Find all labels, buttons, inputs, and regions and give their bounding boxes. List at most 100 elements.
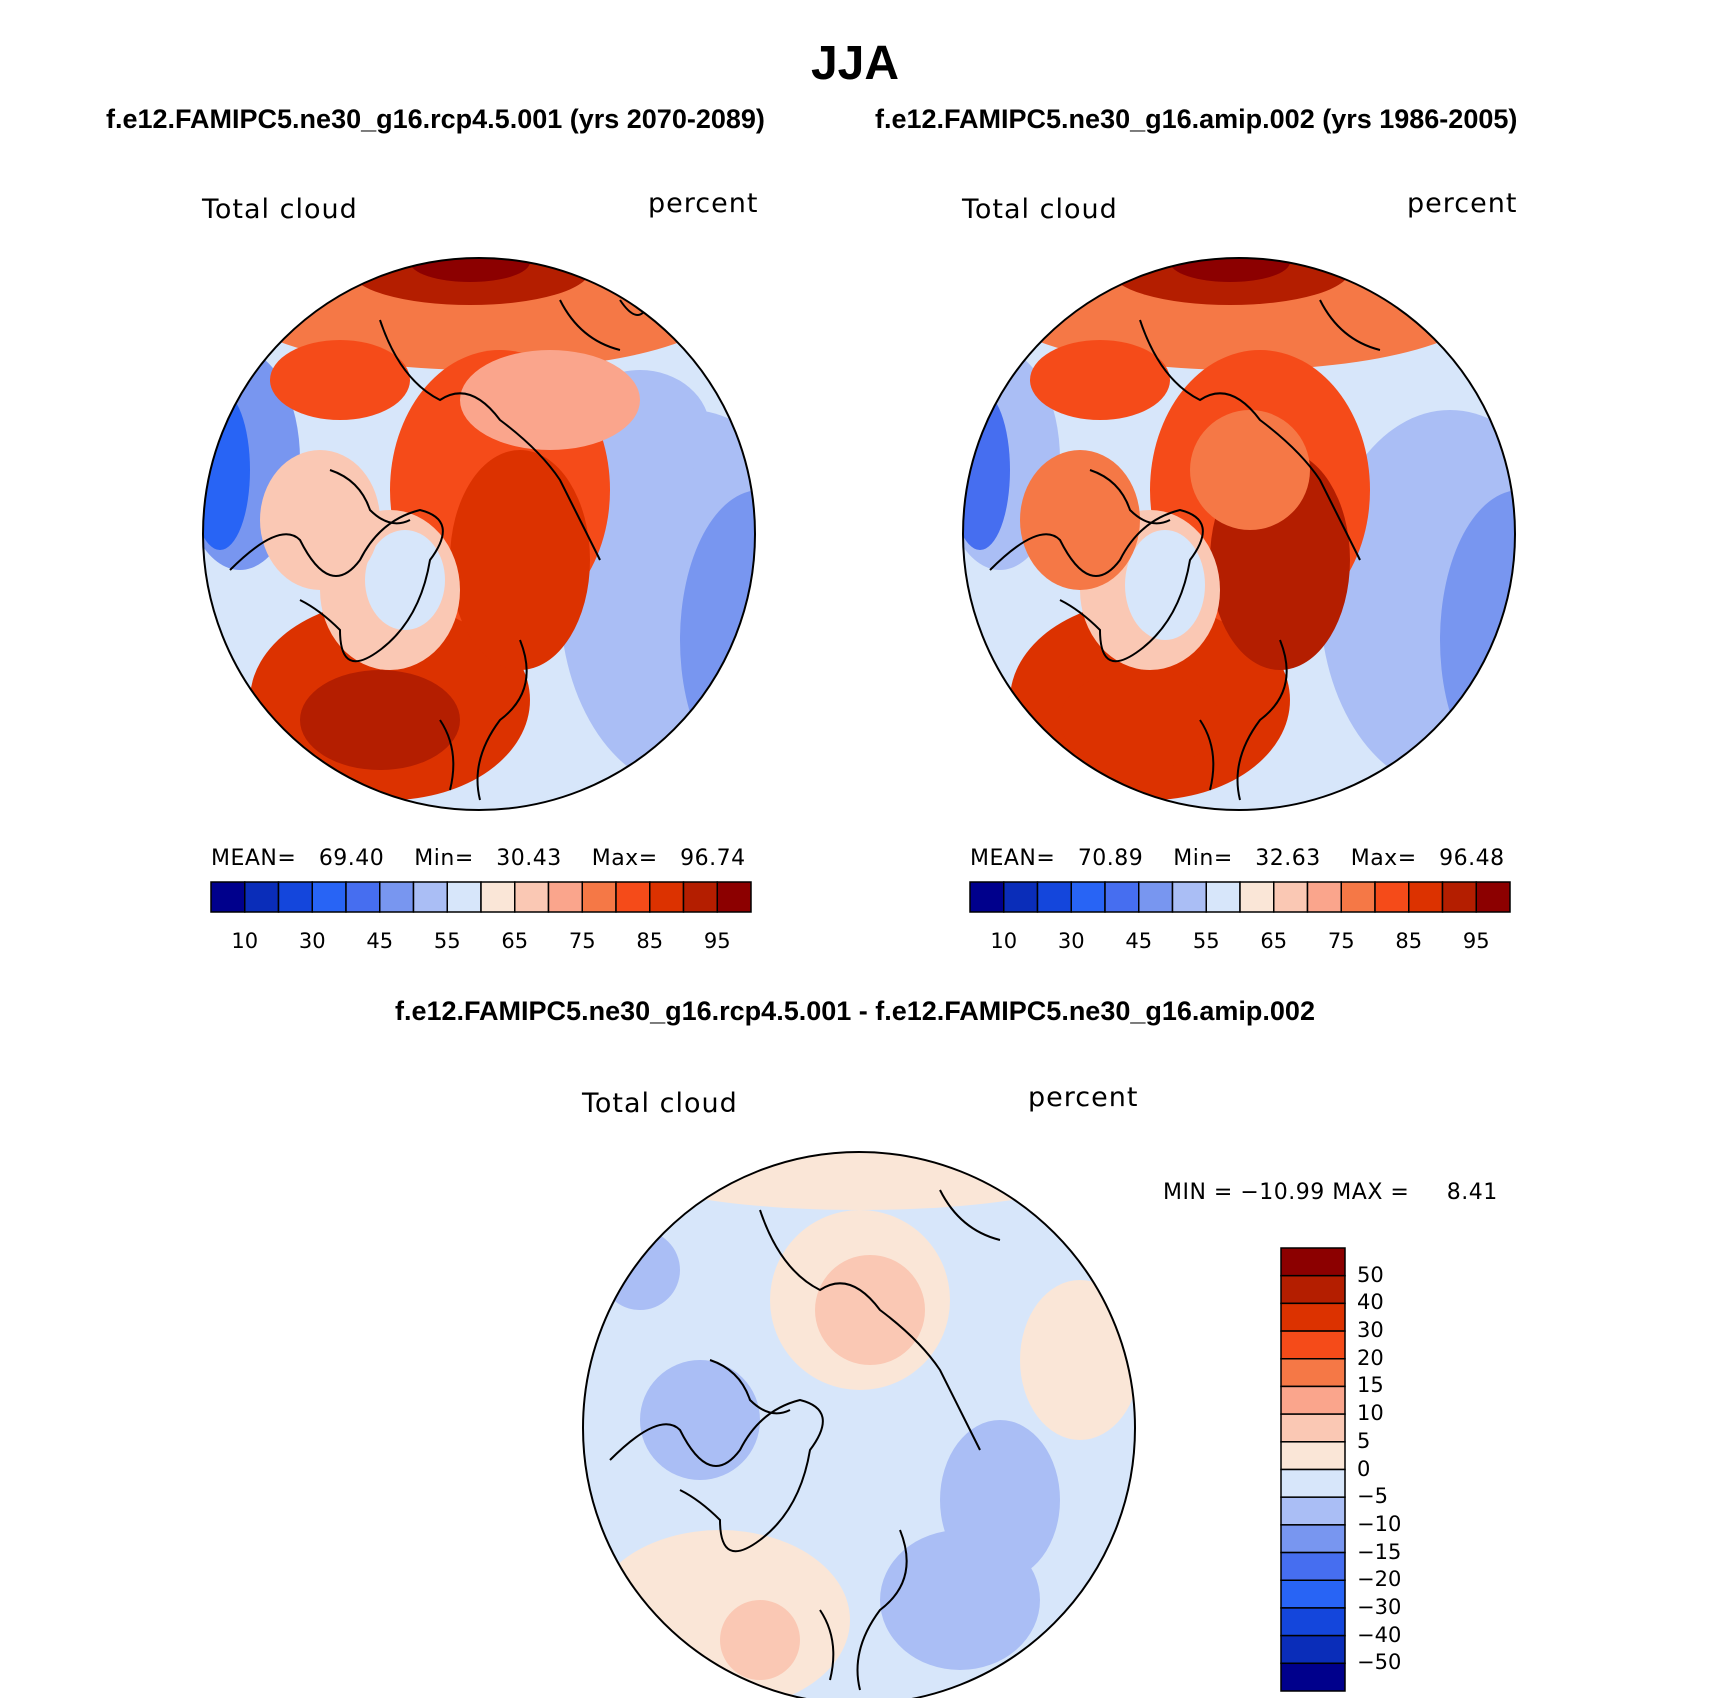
panel-1-units-label: percent (648, 188, 759, 219)
colorbar-box (1441, 881, 1477, 913)
colorbar-box (547, 881, 583, 913)
colorbar-box (1280, 1524, 1346, 1554)
panel-1-max-value: 96.74 (680, 846, 746, 871)
colorbar-box (1280, 1441, 1346, 1471)
colorbar-box (1003, 881, 1039, 913)
panel-3-units-label: percent (1028, 1082, 1139, 1113)
panel-1-variable-label: Total cloud (202, 194, 358, 225)
colorbar-box (210, 881, 246, 913)
colorbar-box (615, 881, 651, 913)
panel-1-max-label: Max= (591, 846, 658, 871)
colorbar-box (1280, 1579, 1346, 1609)
colorbar-box (1070, 881, 1106, 913)
colorbar-tick-label: 5 (1357, 1428, 1371, 1453)
panel-3-max-value: 8.41 (1446, 1180, 1498, 1205)
colorbar-box (277, 881, 313, 913)
colorbar-tick-label: 65 (1260, 929, 1288, 953)
panel-2-stats: MEAN= 70.89 Min= 32.63 Max= 96.48 (970, 846, 1505, 871)
colorbar-tick-label: 45 (366, 929, 394, 953)
colorbar-box (311, 881, 347, 913)
panel-2-min-label: Min= (1173, 846, 1233, 871)
colorbar-tick-label: 40 (1357, 1290, 1384, 1315)
colorbar-box (1280, 1385, 1346, 1415)
panel-1-mean-label: MEAN= (211, 846, 297, 871)
colorbar-tick-label: −5 (1357, 1484, 1388, 1509)
colorbar-tick-label: 55 (1192, 929, 1220, 953)
panel-1-subtitle: f.e12.FAMIPC5.ne30_g16.rcp4.5.001 (yrs 2… (106, 104, 765, 134)
colorbar-box (1280, 1496, 1346, 1526)
colorbar-box (1280, 1662, 1346, 1692)
colorbar-box (1306, 881, 1342, 913)
colorbar-box (1280, 1634, 1346, 1665)
colorbar-box (1104, 881, 1140, 913)
figure-title: JJA (810, 37, 900, 90)
panel-1-min-value: 30.43 (496, 846, 562, 871)
colorbar-tick-label: 0 (1357, 1456, 1371, 1481)
colorbar-tick-label: 10 (231, 929, 259, 953)
colorbar-tick-label: 95 (1462, 929, 1490, 953)
colorbar-box (716, 881, 752, 913)
colorbar-tick-label: 30 (1057, 929, 1085, 953)
colorbar-tick-label: −20 (1357, 1567, 1402, 1592)
colorbar-tick-label: −40 (1357, 1622, 1402, 1647)
colorbar-box (1340, 881, 1376, 913)
panel-3-colorbar (1280, 1247, 1346, 1692)
colorbar-tick-label: 85 (636, 929, 664, 953)
colorbar-box (1171, 881, 1207, 913)
colorbar-box (1280, 1358, 1346, 1388)
panel-2-units-label: percent (1407, 188, 1518, 219)
colorbar-tick-label: −10 (1357, 1511, 1402, 1536)
difference-title: f.e12.FAMIPC5.ne30_g16.rcp4.5.001 - f.e1… (395, 996, 1315, 1026)
panel-1-colorbar (210, 881, 752, 913)
colorbar-box (581, 881, 617, 913)
colorbar-box (1280, 1247, 1346, 1277)
colorbar-tick-label: 30 (1357, 1318, 1384, 1343)
colorbar-tick-label: 65 (501, 929, 529, 953)
colorbar-tick-label: 75 (1327, 929, 1355, 953)
colorbar-tick-label: 10 (990, 929, 1018, 953)
colorbar-tick-label: 10 (1357, 1401, 1384, 1426)
colorbar-tick-label: 45 (1125, 929, 1153, 953)
colorbar-tick-label: 15 (1357, 1373, 1384, 1398)
colorbar-tick-label: −30 (1357, 1594, 1402, 1619)
colorbar-box (1280, 1551, 1346, 1581)
panel-3-stats: MIN = −10.99 MAX = 8.41 (1163, 1180, 1498, 1205)
colorbar-box (244, 881, 280, 913)
colorbar-box (1036, 881, 1072, 913)
colorbar-tick-label: 30 (298, 929, 326, 953)
colorbar-tick-label: 75 (568, 929, 596, 953)
colorbar-tick-label: 95 (703, 929, 731, 953)
colorbar-box (969, 881, 1005, 913)
colorbar-box (412, 881, 448, 913)
panel-2-variable-label: Total cloud (962, 194, 1118, 225)
colorbar-tick-label: −15 (1357, 1539, 1402, 1564)
colorbar-tick-label: 20 (1357, 1345, 1384, 1370)
panel-2-min-value: 32.63 (1255, 846, 1321, 871)
colorbar-box (1475, 881, 1511, 913)
colorbar-box (1280, 1413, 1346, 1443)
colorbar-box (682, 881, 718, 913)
colorbar-box (1280, 1274, 1346, 1305)
colorbar-box (1280, 1468, 1346, 1498)
panel-2-max-value: 96.48 (1439, 846, 1505, 871)
panel-1-stats: MEAN= 69.40 Min= 30.43 Max= 96.74 (211, 846, 746, 871)
panel-1-mean-value: 69.40 (318, 846, 385, 871)
colorbar-tick-label: 50 (1357, 1262, 1384, 1287)
colorbar-tick-label: 55 (433, 929, 461, 953)
colorbar-tick-label: 85 (1395, 929, 1423, 953)
colorbar-box (379, 881, 415, 913)
colorbar-box (1205, 881, 1241, 913)
panel-3-min-value: −10.99 (1240, 1180, 1325, 1205)
panel-2-max-label: Max= (1350, 846, 1417, 871)
colorbar-box (1280, 1302, 1346, 1332)
panel-1-min-label: Min= (414, 846, 474, 871)
panel-2-colorbar (969, 881, 1511, 913)
panel-3-max-label: MAX = (1332, 1180, 1410, 1205)
colorbar-box (1408, 881, 1444, 913)
colorbar-box (514, 881, 550, 913)
colorbar-tick-label: −50 (1357, 1650, 1402, 1675)
colorbar-box (1374, 881, 1410, 913)
colorbar-box (1138, 881, 1174, 913)
panel-2-mean-label: MEAN= (970, 846, 1056, 871)
colorbar-box (1239, 881, 1275, 913)
